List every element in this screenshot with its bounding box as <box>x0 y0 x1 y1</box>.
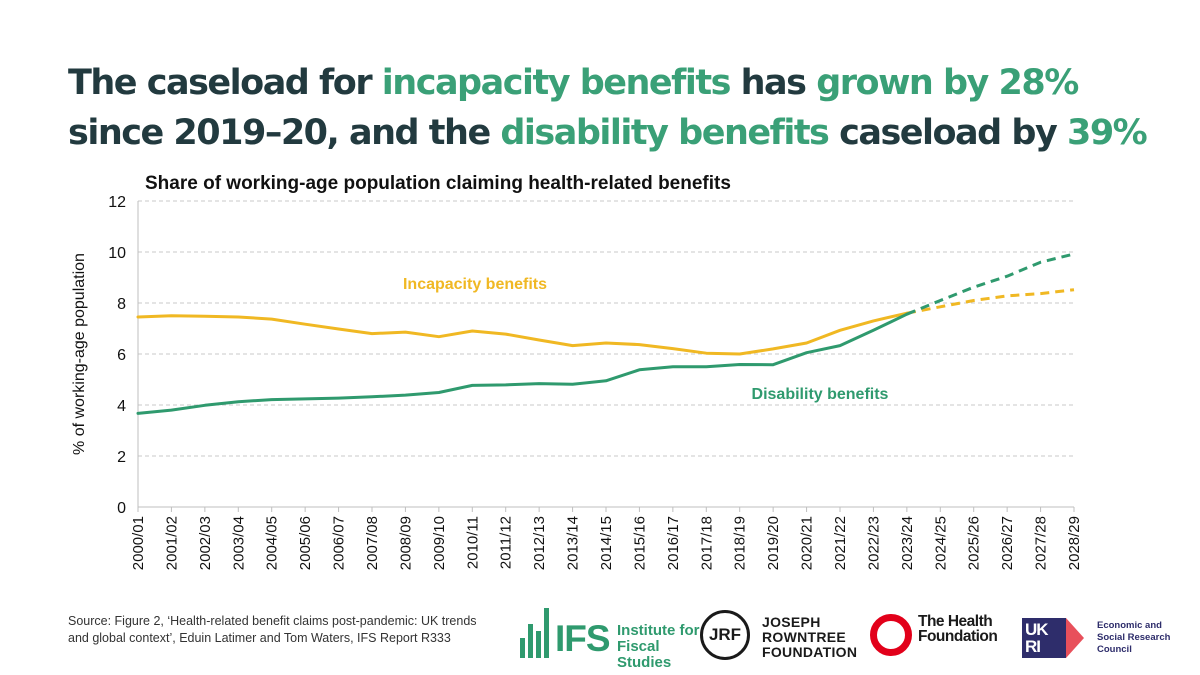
series-line-disability <box>136 312 909 415</box>
line-chart: Share of working-age population claiming… <box>71 173 1083 570</box>
x-tick-label: 2028/29 <box>1066 516 1083 570</box>
x-tick-label: 2021/22 <box>832 516 849 570</box>
ifs-logo: IFS Institute for Fiscal Studies <box>520 606 700 671</box>
x-tick-label: 2022/23 <box>865 516 882 570</box>
headline-highlight-incapacity: incapacity benefits <box>381 63 732 103</box>
x-tick-label: 2008/09 <box>397 516 414 570</box>
esrc-logo: UK RI Economic and Social Research Counc… <box>1022 618 1182 664</box>
x-tick-label: 2015/16 <box>631 516 648 570</box>
x-tick-label: 2010/11 <box>464 516 481 569</box>
y-tick-label: 4 <box>117 398 126 415</box>
x-tick-label: 2025/26 <box>966 516 983 570</box>
x-tick-label: 2003/04 <box>230 516 247 570</box>
health-foundation-logo: The Health Foundation <box>870 612 1015 662</box>
headline-part: since 2019–20, and the <box>68 113 501 153</box>
headline-highlight-growth: grown by 28% <box>816 63 1079 103</box>
y-axis-ticks: 0 2 4 6 8 10 12 <box>108 194 126 517</box>
x-tick-label: 2000/01 <box>130 516 147 570</box>
x-tick-label: 2017/18 <box>698 516 715 570</box>
jrf-logo: JRF JOSEPH ROWNTREE FOUNDATION <box>700 610 865 662</box>
x-tick-label: 2016/17 <box>665 516 682 570</box>
x-tick-label: 2006/07 <box>331 516 348 570</box>
ukri-mark-text: UK RI <box>1025 620 1049 656</box>
y-axis-label: % of working-age population <box>71 253 88 455</box>
y-tick-label: 12 <box>108 194 126 211</box>
x-tick-label: 2014/15 <box>598 516 615 570</box>
x-tick-label: 2023/24 <box>899 516 916 570</box>
series-line-incapacity <box>136 311 909 356</box>
x-tick-label: 2027/28 <box>1033 516 1050 570</box>
ukri-mark-icon: UK RI <box>1022 618 1066 658</box>
x-tick-label: 2004/05 <box>264 516 281 570</box>
ifs-name: Institute for Fiscal Studies <box>617 622 700 671</box>
x-tick-label: 2009/10 <box>431 516 448 570</box>
x-tick-label: 2026/27 <box>999 516 1016 570</box>
ifs-bars-icon <box>520 606 560 658</box>
headline-highlight-percent: 39% <box>1066 113 1148 153</box>
y-tick-label: 2 <box>117 449 126 466</box>
headline-highlight-disability: disability benefits <box>500 113 830 153</box>
chart-title: Share of working-age population claiming… <box>145 173 731 194</box>
y-tick-label: 0 <box>117 500 126 517</box>
y-tick-label: 8 <box>117 296 126 313</box>
x-tick-label: 2012/13 <box>531 516 548 570</box>
x-tick-label: 2020/21 <box>799 516 816 570</box>
x-tick-label: 2019/20 <box>765 516 782 570</box>
series-lines <box>136 252 1075 415</box>
headline-part: The caseload for <box>68 63 382 103</box>
ifs-acronym: IFS <box>555 618 611 659</box>
y-tick-label: 6 <box>117 347 126 364</box>
series-label-disability: Disability benefits <box>752 386 889 403</box>
series-forecast-line-incapacity <box>906 288 1075 315</box>
x-tick-label: 2011/12 <box>498 516 515 569</box>
gridlines <box>137 200 1074 508</box>
jrf-ring-icon: JRF <box>700 610 750 660</box>
esrc-triangle-icon <box>1066 618 1084 658</box>
x-tick-label: 2013/14 <box>565 516 582 570</box>
jrf-name: JOSEPH ROWNTREE FOUNDATION <box>762 614 858 660</box>
headline-part: caseload by <box>828 113 1067 153</box>
x-tick-label: 2005/06 <box>297 516 314 570</box>
x-tick-label: 2007/08 <box>364 516 381 570</box>
x-tick-label: 2018/19 <box>732 516 749 570</box>
series-forecast-line-disability <box>906 252 1075 316</box>
health-foundation-ring-icon <box>870 614 912 656</box>
x-tick-label: 2002/03 <box>197 516 214 570</box>
esrc-name: Economic and Social Research Council <box>1097 620 1171 655</box>
x-tick-label: 2001/02 <box>163 516 180 570</box>
health-foundation-name: The Health Foundation <box>918 613 998 645</box>
series-label-incapacity: Incapacity benefits <box>403 276 547 293</box>
headline-part: has <box>729 63 817 103</box>
headline: The caseload for incapacity benefits has… <box>68 58 1178 158</box>
y-tick-label: 10 <box>108 245 126 262</box>
x-axis-ticks: 2000/01 2001/02 2002/03 2003/04 2004/05 2005/… <box>130 507 1083 570</box>
source-note: Source: Figure 2, ‘Health-related benefi… <box>68 614 477 645</box>
x-tick-label: 2024/25 <box>932 516 949 570</box>
